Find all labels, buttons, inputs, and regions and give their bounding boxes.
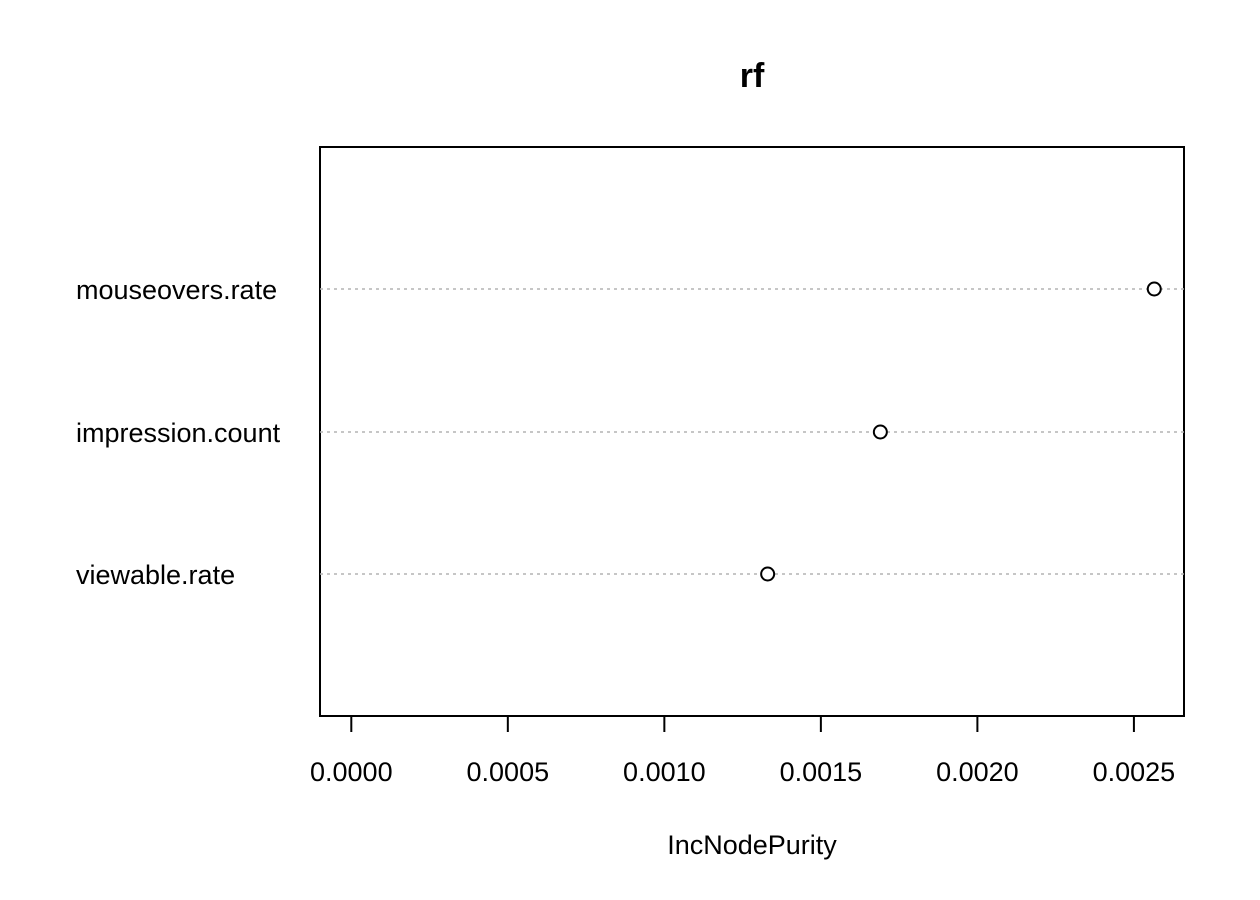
plot-frame xyxy=(319,146,1185,717)
gridlines xyxy=(320,288,1184,575)
category-labels: mouseovers.rate impression.count viewable.… xyxy=(76,275,281,590)
x-tick-label: 0.0010 xyxy=(623,757,706,787)
data-point xyxy=(872,424,888,440)
x-tick-label: 0.0005 xyxy=(467,757,550,787)
category-label: impression.count xyxy=(76,418,281,448)
category-label: mouseovers.rate xyxy=(76,275,277,305)
x-tick-label: 0.0025 xyxy=(1093,757,1176,787)
x-axis: 0.0000 0.0005 0.0010 0.0015 0.0020 0.0025 xyxy=(310,715,1176,787)
x-tick-label: 0.0020 xyxy=(936,757,1019,787)
data-point xyxy=(760,566,776,582)
x-tick-label: 0.0015 xyxy=(780,757,863,787)
category-label: viewable.rate xyxy=(76,560,235,590)
data-points xyxy=(760,281,1162,582)
data-point xyxy=(1146,281,1162,297)
x-tick-label: 0.0000 xyxy=(310,757,393,787)
chart-title: rf xyxy=(740,57,765,95)
x-axis-label: IncNodePurity xyxy=(667,830,837,860)
